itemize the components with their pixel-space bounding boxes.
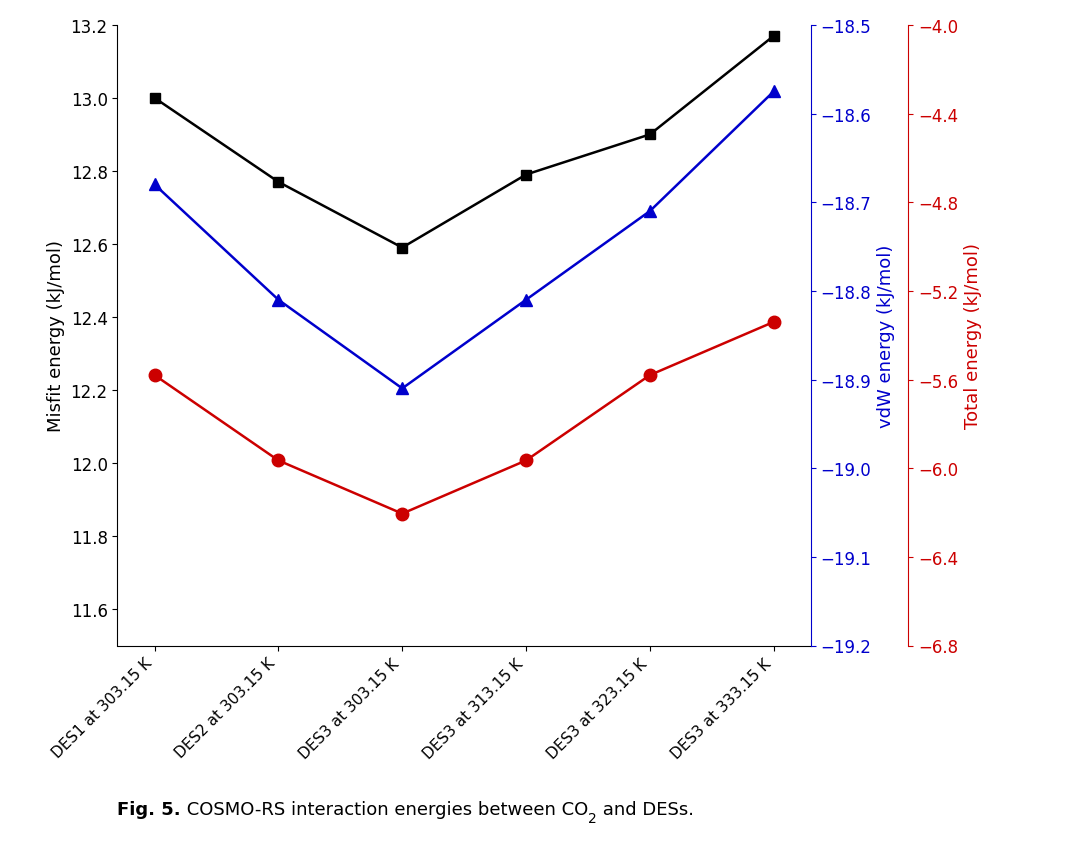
Y-axis label: Total energy (kJ/mol): Total energy (kJ/mol) bbox=[964, 243, 982, 429]
Text: COSMO-RS interaction energies between CO: COSMO-RS interaction energies between CO bbox=[181, 800, 588, 818]
Text: 2: 2 bbox=[588, 811, 598, 825]
Text: and DESs.: and DESs. bbox=[598, 800, 694, 818]
Y-axis label: Misfit energy (kJ/mol): Misfit energy (kJ/mol) bbox=[47, 240, 65, 431]
Text: Fig. 5.: Fig. 5. bbox=[117, 800, 181, 818]
Y-axis label: vdW energy (kJ/mol): vdW energy (kJ/mol) bbox=[877, 245, 895, 427]
